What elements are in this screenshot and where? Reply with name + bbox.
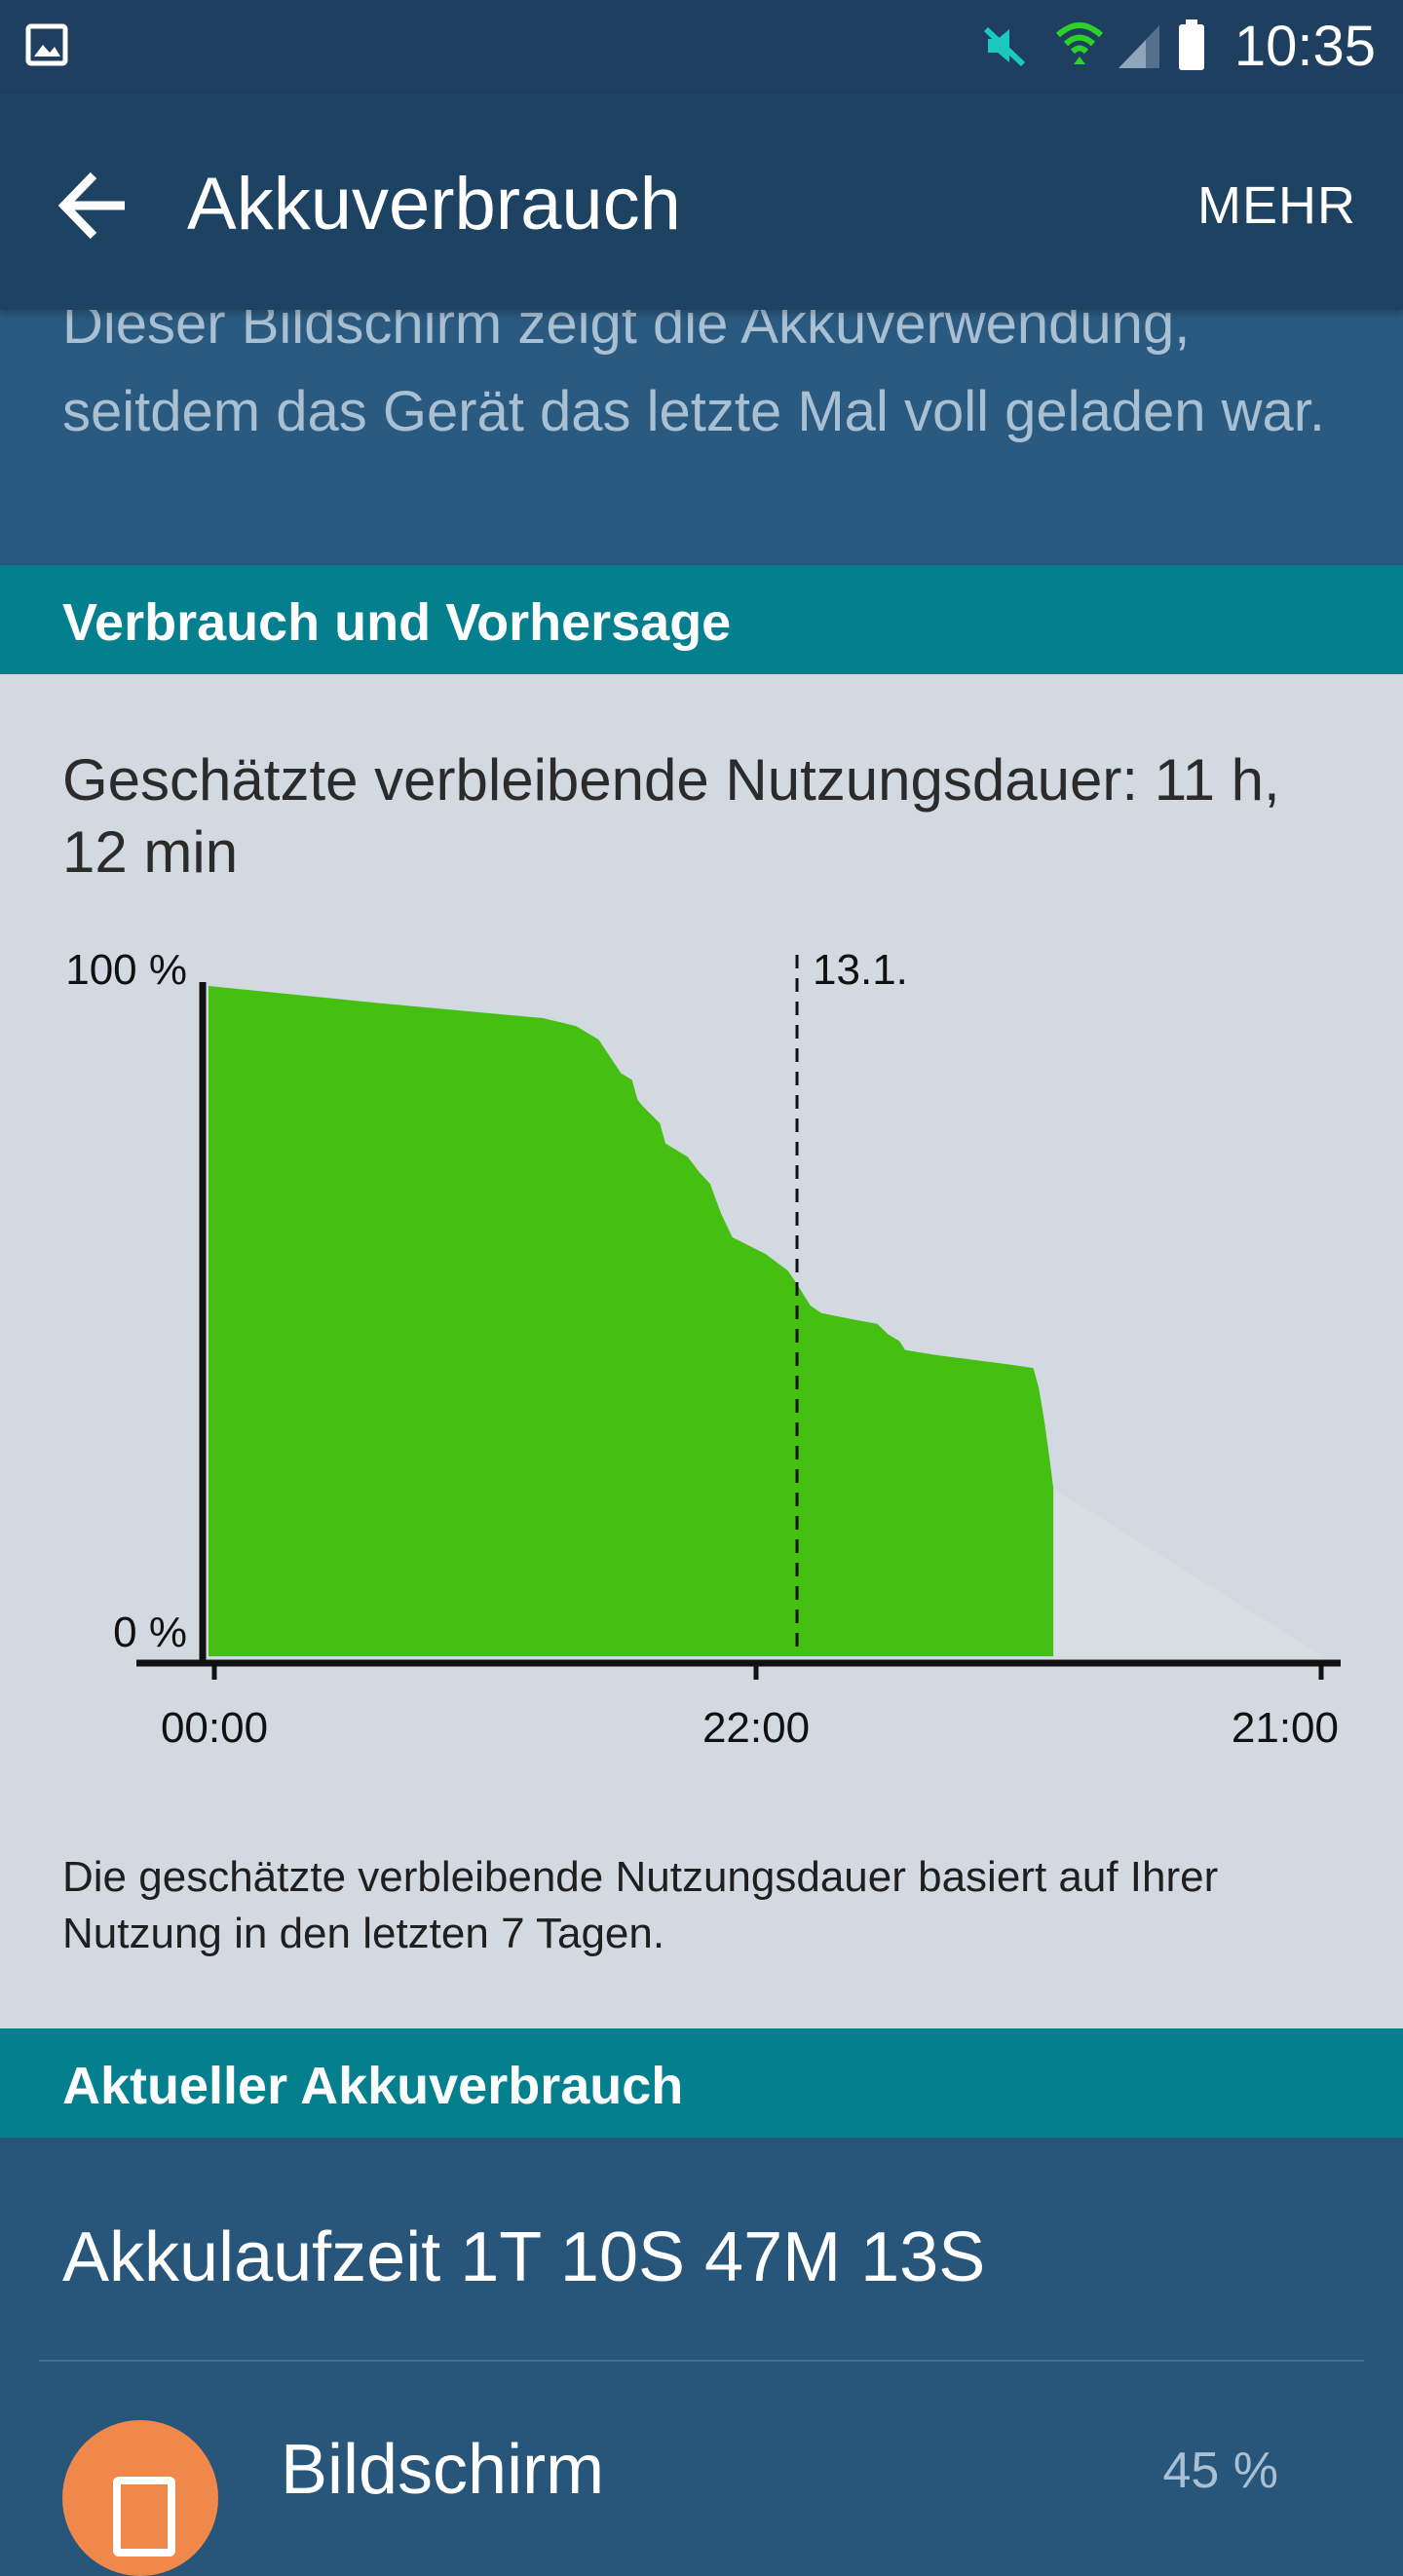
status-bar: 10:35	[0, 0, 1403, 94]
current-usage-section: Akkulaufzeit 1T 10S 47M 13S Bildschirm 4…	[0, 2138, 1403, 2576]
battery-icon	[1179, 19, 1204, 70]
battery-runtime: Akkulaufzeit 1T 10S 47M 13S	[62, 2218, 986, 2296]
wifi-icon	[1055, 22, 1104, 64]
y-tick-label-100: 100 %	[65, 946, 187, 994]
usage-area	[209, 986, 1054, 1656]
x-ticks: 00:00 22:00 21:00	[161, 1663, 1339, 1752]
battery-chart: 13.1. 100 % 0 % 00:00 22:00 21:00	[65, 946, 1341, 1752]
image-notification-icon	[25, 23, 68, 66]
section-header-current-label: Aktueller Akkuverbrauch	[62, 2057, 684, 2115]
estimate-footnote: Die geschätzte verbleibende Nutzungsdaue…	[62, 1853, 1219, 1957]
screen-icon	[62, 2420, 218, 2576]
forecast-area	[1053, 1489, 1323, 1656]
intro-section: Dieser Bildschirm zeigt die Akkuverwendu…	[0, 310, 1403, 563]
x-tick-label: 00:00	[161, 1704, 268, 1752]
intro-text: Dieser Bildschirm zeigt die Akkuverwendu…	[62, 310, 1325, 443]
app-percent: 45 %	[1162, 2443, 1278, 2499]
y-tick-label-0: 0 %	[113, 1609, 187, 1656]
clock: 10:35	[1233, 15, 1376, 78]
signal-icon	[1119, 25, 1159, 68]
usage-card: Geschätzte verbleibende Nutzungsdauer: 1…	[0, 674, 1403, 2028]
app-name: Bildschirm	[281, 2431, 605, 2509]
page-title: Akkuverbrauch	[187, 163, 681, 246]
more-button[interactable]: MEHR	[1197, 176, 1356, 235]
section-header-usage-label: Verbrauch und Vorhersage	[62, 593, 732, 652]
section-header-usage: Verbrauch und Vorhersage	[0, 565, 1403, 674]
divider	[39, 2360, 1364, 2362]
mute-icon	[983, 26, 1026, 67]
x-tick-label: 22:00	[702, 1704, 810, 1752]
back-arrow-icon[interactable]	[51, 162, 148, 249]
estimate-text: Geschätzte verbleibende Nutzungsdauer: 1…	[62, 747, 1280, 885]
x-tick-label: 21:00	[1232, 1704, 1339, 1752]
section-header-current: Aktueller Akkuverbrauch	[0, 2028, 1403, 2138]
app-bar: Akkuverbrauch MEHR	[0, 94, 1403, 310]
date-marker-label: 13.1.	[813, 946, 908, 994]
